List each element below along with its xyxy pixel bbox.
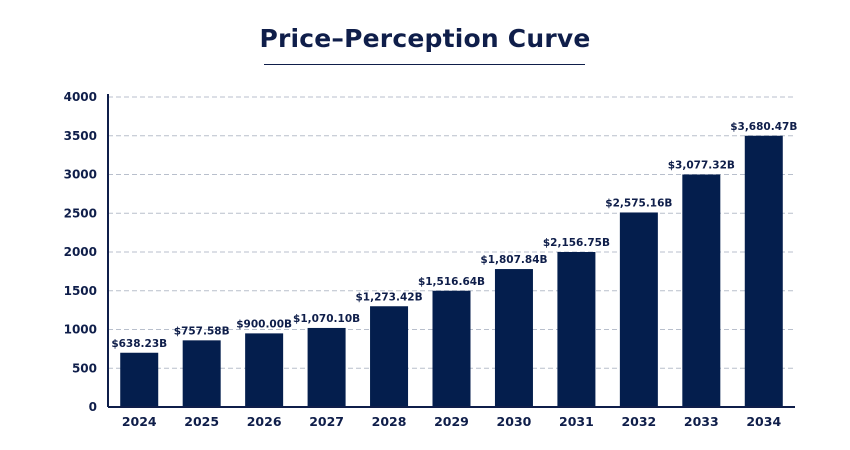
x-tick-label: 2028 <box>372 414 407 429</box>
bar <box>557 252 596 407</box>
x-tick-label: 2033 <box>684 414 719 429</box>
bars <box>120 135 783 407</box>
bar <box>432 290 471 407</box>
data-label: $1,273.42B <box>355 291 422 303</box>
data-label: $1,516.64B <box>418 276 485 288</box>
y-tick-label: 3500 <box>64 129 97 143</box>
y-tick-label: 500 <box>72 361 97 375</box>
data-label: $2,156.75B <box>543 237 610 249</box>
chart-title: Price–Perception Curve <box>259 24 591 53</box>
bar <box>494 269 533 407</box>
y-tick-label: 1500 <box>64 284 97 298</box>
bar <box>619 212 658 407</box>
data-label: $3,077.32B <box>668 160 735 172</box>
bar <box>744 135 783 407</box>
title-underline <box>264 64 585 65</box>
bar <box>120 352 159 407</box>
x-tick-label: 2031 <box>559 414 594 429</box>
data-labels: $638.23B $757.58B $900.00B $1,070.10B $1,273… <box>111 121 797 350</box>
data-label: $1,807.84B <box>480 254 547 266</box>
x-tick-label: 2030 <box>497 414 532 429</box>
x-axis-ticks: 2024 2025 2026 2027 2028 2029 2030 2031 2032 2033… <box>122 414 782 429</box>
grid-lines <box>108 96 795 369</box>
bar <box>370 306 409 407</box>
data-label: $638.23B <box>111 338 167 350</box>
data-label: $1,070.10B <box>293 313 360 325</box>
y-tick-label: 1000 <box>64 323 97 337</box>
x-tick-label: 2029 <box>434 414 469 429</box>
axes <box>107 94 795 408</box>
y-tick-label: 2500 <box>64 206 97 220</box>
bar <box>307 327 346 407</box>
x-tick-label: 2026 <box>247 414 282 429</box>
bar <box>182 340 221 407</box>
data-label: $757.58B <box>174 325 230 337</box>
x-tick-label: 2025 <box>184 414 219 429</box>
x-tick-label: 2024 <box>122 414 157 429</box>
x-tick-label: 2032 <box>621 414 656 429</box>
bar <box>245 333 284 407</box>
bar <box>682 174 721 407</box>
y-tick-label: 2000 <box>64 245 97 259</box>
data-label: $3,680.47B <box>730 121 797 133</box>
data-label: $900.00B <box>236 318 292 330</box>
y-axis-ticks: 0 500 1000 1500 2000 2500 3000 3500 4000 <box>64 90 97 414</box>
y-tick-label: 4000 <box>64 90 97 104</box>
y-tick-label: 3000 <box>64 168 97 182</box>
y-tick-label: 0 <box>89 400 97 414</box>
data-label: $2,575.16B <box>605 197 672 209</box>
x-tick-label: 2027 <box>309 414 344 429</box>
x-tick-label: 2034 <box>746 414 781 429</box>
